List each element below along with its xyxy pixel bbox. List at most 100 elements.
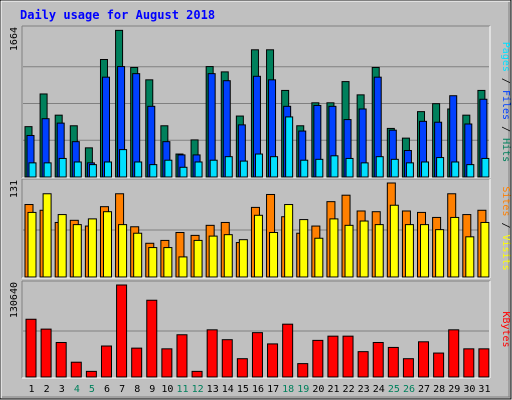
bar-visits [223,234,233,278]
bar-pages [194,161,203,178]
x-tick-label: 5 [89,384,95,395]
bar-pages [466,164,475,178]
panel-visits-sites: 131 Sites / Visits [9,178,511,279]
bar-pages [88,164,97,178]
x-tick-label: 8 [134,384,140,395]
bar-pages [119,149,128,178]
bar-kbytes [85,370,97,378]
bar-kbytes [463,348,475,378]
bar-kbytes [221,339,233,378]
x-tick-label: 11 [176,384,188,395]
bar-visits [133,232,143,278]
x-tick-label: 7 [119,384,125,395]
bar-kbytes [402,358,414,378]
bar-pages [436,157,445,178]
bar-pages [164,159,173,178]
legend-label-part: KBytes [500,311,511,347]
bar-visits [314,237,324,278]
bar-pages [209,159,218,178]
bar-visits [269,232,279,278]
bar-visits [163,247,173,278]
x-tick-label: 2 [44,384,50,395]
y-max-label: 131 [9,180,20,198]
y-max-label: 130640 [9,282,20,318]
bar-visits [359,220,369,278]
x-tick-label: 14 [222,384,234,395]
bar-visits [374,224,384,278]
x-tick-label: 13 [207,384,219,395]
bar-kbytes [146,299,158,378]
bar-visits [72,224,82,278]
bar-kbytes [478,348,490,378]
x-tick-label: 17 [267,384,279,395]
x-tick-label: 6 [104,384,110,395]
bar-kbytes [372,341,384,378]
legend-label-part: Files [500,90,511,120]
bar-visits [148,247,158,278]
bar-kbytes [70,361,82,378]
bar-pages [345,157,354,178]
bar-visits [450,216,460,278]
bar-visits [193,239,203,278]
bar-pages [224,156,233,178]
bar-kbytes [161,348,173,378]
x-tick-label: 21 [327,384,339,395]
bar-kbytes [176,334,188,378]
bar-visits [87,218,97,278]
panel-kbytes: 130640 KBytes [9,280,511,379]
bar-visits [299,219,309,278]
bar-kbytes [131,347,143,378]
bar-pages [73,161,82,178]
x-tick-label: 15 [237,384,249,395]
bar-pages [315,158,324,178]
x-tick-label: 28 [433,384,445,395]
legend-label: KBytes [500,311,511,347]
chart-title: Daily usage for August 2018 [20,8,215,22]
x-tick-label: 16 [252,384,264,395]
x-tick-label: 18 [282,384,294,395]
bar-visits [329,218,339,278]
bar-kbytes [433,352,445,378]
bar-kbytes [55,341,67,378]
bar-kbytes [267,343,279,378]
bar-pages [134,161,143,178]
bar-pages [300,159,309,178]
bar-pages [58,157,67,178]
bar-pages [451,161,460,178]
bar-kbytes [236,358,248,378]
legend-label-part: Sites [500,186,511,216]
x-tick-label: 20 [312,384,324,395]
legend-label-part: / [500,120,511,138]
bar-visits [208,235,218,278]
bar-visits [178,256,188,278]
bar-pages [285,116,294,178]
x-tick-label: 9 [149,384,155,395]
bar-kbytes [297,363,309,378]
bar-pages [405,162,414,178]
x-tick-label: 3 [59,384,65,395]
bar-visits [404,224,414,278]
bar-kbytes [342,335,354,378]
bar-kbytes [40,328,52,378]
bar-visits [238,239,248,278]
bar-visits [480,221,490,278]
bar-visits [435,229,445,278]
bar-kbytes [418,341,430,378]
bar-visits [420,224,430,278]
bar-kbytes [357,351,369,378]
x-tick-label: 24 [373,384,385,395]
x-axis-labels: 1 2 3 4 5 6 7 8 9 10 11 12 13 14 15 16 17 18 19 20 21 22 23 24 2… [29,384,491,395]
bar-visits [465,236,475,278]
bar-kbytes [116,284,128,378]
x-tick-label: 10 [161,384,173,395]
bar-visits [27,211,37,278]
x-tick-label: 23 [358,384,370,395]
x-tick-label: 26 [403,384,415,395]
bar-kbytes [448,329,460,378]
legend-label-part: Pages [500,42,511,72]
legend-label-part: / [500,72,511,90]
bar-pages [421,161,430,178]
legend-label: Sites / Visits [500,186,511,270]
bar-visits [344,224,354,278]
